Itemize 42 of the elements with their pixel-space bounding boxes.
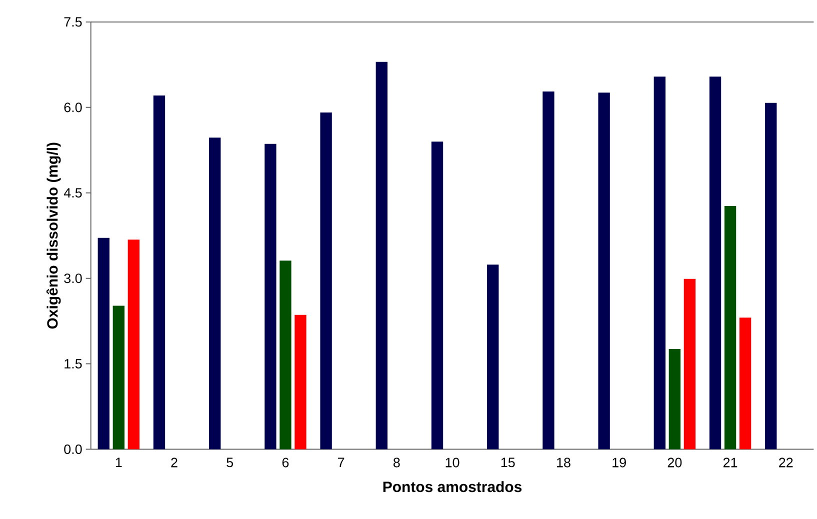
bar: [153, 95, 166, 450]
x-tick-label: 10: [446, 458, 460, 468]
bar: [112, 306, 124, 450]
bar: [98, 238, 110, 450]
y-tick-label: 0.0: [64, 444, 82, 454]
y-tick-label: 1.5: [64, 359, 82, 368]
x-tick-label: 1: [116, 458, 122, 467]
bar: [280, 260, 292, 450]
bar: [684, 278, 696, 450]
bar: [487, 264, 499, 450]
x-tick-label: 22: [779, 458, 793, 468]
x-tick-label: 20: [668, 458, 682, 468]
x-tick-label: 8: [394, 458, 400, 468]
x-axis-title: Pontos amostrados: [383, 481, 522, 492]
bar: [320, 112, 332, 450]
bar: [294, 314, 306, 450]
x-tick-label: 15: [501, 458, 515, 468]
y-tick-label: 7.5: [64, 17, 82, 27]
bar: [765, 102, 777, 450]
y-axis-title: Oxigênio dissolvido (mg/l): [46, 142, 61, 329]
x-tick-label: 5: [226, 458, 234, 468]
bar: [542, 91, 554, 450]
bar: [128, 240, 140, 450]
x-tick-label: 2: [171, 458, 178, 468]
bar: [598, 92, 610, 450]
x-tick-label: 19: [612, 458, 626, 468]
y-tick-label: 3.0: [64, 274, 82, 284]
bar: [739, 318, 752, 450]
x-tick-label: 18: [557, 458, 570, 468]
y-tick-label: 4.5: [64, 188, 82, 198]
bar: [654, 76, 666, 450]
bar: [668, 348, 681, 450]
bar: [431, 142, 444, 450]
bar: [724, 206, 736, 450]
x-tick-label: 6: [282, 458, 289, 468]
y-tick-label: 6.0: [64, 102, 82, 112]
x-tick-label: 7: [338, 458, 344, 467]
bar: [376, 62, 388, 450]
x-tick-label: 21: [723, 458, 738, 468]
bar: [709, 76, 722, 450]
bar: [209, 138, 221, 450]
bar: [264, 144, 276, 450]
